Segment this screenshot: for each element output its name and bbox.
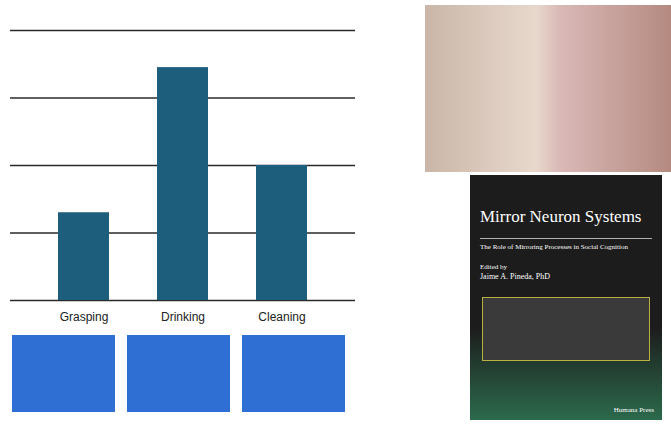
html-text:Humana Press: Humana Press (613, 406, 654, 414)
html-text:Edited by: Edited by (480, 263, 507, 271)
svg-text:Grasping: Grasping (60, 310, 109, 324)
html-text:Jaime A. Pineda, PhD: Jaime A. Pineda, PhD (480, 272, 550, 281)
svg-text:Cleaning: Cleaning (258, 310, 305, 324)
html-text:Mirror Neuron Systems: Mirror Neuron Systems (480, 207, 642, 226)
html-text:The Role of Mirroring Processe: The Role of Mirroring Processes in Socia… (480, 243, 628, 251)
svg-text:Drinking: Drinking (161, 310, 205, 324)
